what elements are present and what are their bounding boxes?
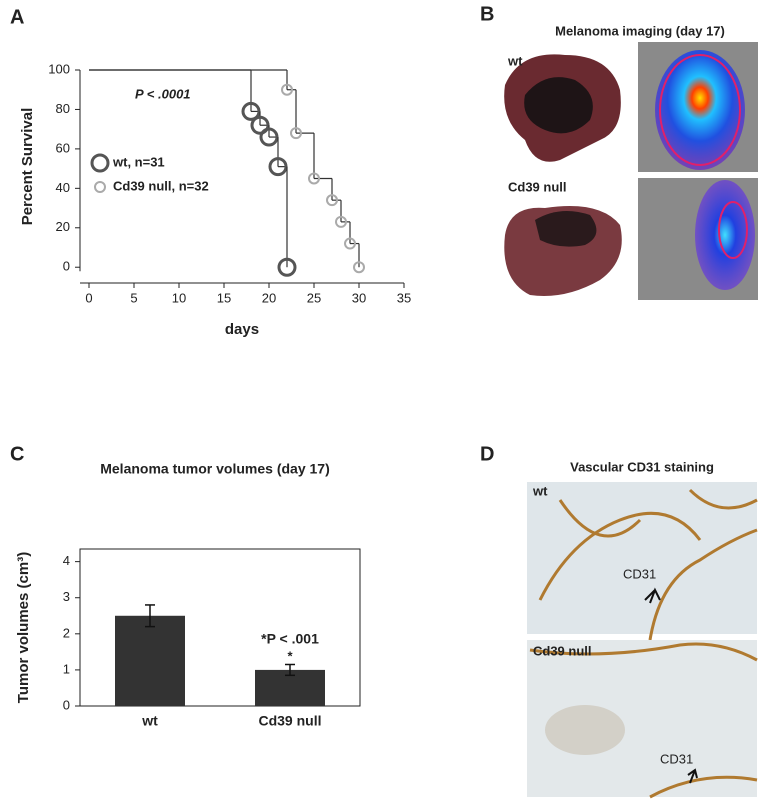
image-label: Cd39 null	[533, 643, 592, 658]
luminescence-images	[638, 42, 758, 300]
y-axis-label: Tumor volumes (cm³)	[15, 552, 32, 703]
y-tick-label: 100	[48, 61, 70, 76]
y-tick-label: 0	[63, 259, 70, 274]
y-tick-label: 3	[63, 589, 70, 604]
plot-frame	[79, 548, 361, 707]
event-marker	[259, 127, 279, 147]
event-marker	[344, 237, 356, 250]
event-marker	[290, 127, 302, 140]
image-label: wt	[507, 53, 523, 68]
x-tick-label: 20	[262, 290, 276, 305]
arrow-label: CD31	[660, 751, 693, 766]
legend-label: wt, n=31	[112, 154, 165, 169]
x-tick-label: 25	[307, 290, 321, 305]
panel-letter: A	[10, 6, 24, 28]
y-tick-label: 0	[63, 697, 70, 712]
y-tick-label: 40	[56, 180, 70, 195]
y-tick-label: 2	[63, 625, 70, 640]
bar	[115, 615, 185, 706]
event-marker	[281, 83, 293, 96]
liver-images	[504, 54, 622, 296]
arrow-label: CD31	[623, 566, 656, 581]
x-tick-label: Cd39 null	[258, 713, 321, 729]
y-axis-label: Percent Survival	[19, 108, 36, 226]
x-axis-label: days	[225, 321, 259, 338]
panel-letter: D	[480, 443, 494, 465]
event-marker	[250, 115, 270, 135]
legend-marker	[94, 181, 106, 193]
x-tick-label: wt	[141, 713, 158, 729]
panel-letter: B	[480, 3, 494, 25]
y-tick-label: 80	[56, 101, 70, 116]
x-tick-label: 5	[130, 290, 137, 305]
event-marker	[353, 261, 365, 274]
y-tick-label: 60	[56, 140, 70, 155]
event-marker	[326, 194, 338, 207]
event-marker	[277, 257, 297, 277]
panel-title: Melanoma imaging (day 17)	[555, 23, 725, 38]
y-tick-label: 1	[63, 661, 70, 676]
chart-title: Melanoma tumor volumes (day 17)	[100, 461, 330, 477]
event-marker	[241, 101, 261, 121]
significance-star: *	[287, 648, 293, 663]
y-tick-label: 4	[63, 553, 70, 568]
x-tick-label: 0	[85, 290, 92, 305]
event-marker	[308, 172, 320, 185]
x-tick-label: 10	[172, 290, 186, 305]
annotation: *P < .001	[261, 631, 319, 647]
event-marker	[268, 157, 288, 177]
staining-images	[527, 482, 758, 799]
annotation: P < .0001	[135, 86, 191, 101]
x-tick-label: 15	[217, 290, 231, 305]
image-label: wt	[532, 483, 548, 498]
panel-letter: C	[10, 443, 24, 465]
x-tick-label: 35	[397, 290, 411, 305]
y-tick-label: 20	[56, 219, 70, 234]
legend-marker	[90, 153, 110, 173]
image-label: Cd39 null	[508, 179, 567, 194]
legend-label: Cd39 null, n=32	[113, 178, 209, 193]
event-marker	[335, 215, 347, 228]
panel-title: Vascular CD31 staining	[570, 459, 714, 474]
x-tick-label: 30	[352, 290, 366, 305]
